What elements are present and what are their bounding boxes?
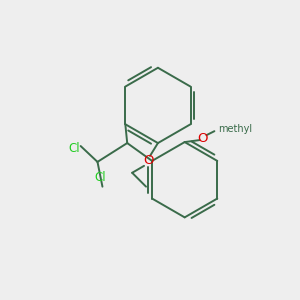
Text: Cl: Cl [69, 142, 80, 154]
Text: methyl: methyl [218, 124, 253, 134]
Text: Cl: Cl [95, 171, 106, 184]
Text: O: O [197, 132, 208, 145]
Text: O: O [143, 154, 153, 167]
